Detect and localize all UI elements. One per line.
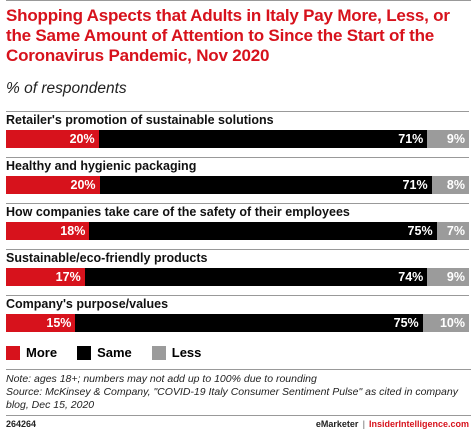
bar-segment-less: 8% <box>431 176 469 194</box>
bar-segment-more: 20% <box>6 176 100 194</box>
stacked-bar: 18% 75% 7% <box>6 222 469 240</box>
data-label: 75% <box>393 316 419 330</box>
chart-subtitle: % of respondents <box>6 80 127 97</box>
chart-id: 264264 <box>6 419 37 429</box>
bar-segment-more: 15% <box>6 314 76 332</box>
credit: eMarketer | InsiderIntelligence.com <box>316 419 469 429</box>
row-divider <box>6 157 469 158</box>
note-divider <box>6 369 471 370</box>
chart-title: Shopping Aspects that Adults in Italy Pa… <box>6 6 450 65</box>
data-label: 75% <box>407 224 433 238</box>
legend-item-less: Less <box>151 345 202 360</box>
legend-swatch-more <box>6 345 20 360</box>
stacked-bar: 15% 75% 10% <box>6 314 469 332</box>
legend-item-more: More <box>6 345 57 360</box>
data-label: 10% <box>439 316 465 330</box>
data-label: 20% <box>69 132 95 146</box>
bar-segment-more: 17% <box>6 268 85 286</box>
row-divider <box>6 203 469 204</box>
data-label: 9% <box>446 270 465 284</box>
data-label: 18% <box>60 224 86 238</box>
stacked-bar: 17% 74% 9% <box>6 268 469 286</box>
legend-swatch-same <box>77 345 92 360</box>
data-label: 71% <box>398 132 424 146</box>
category-label: Retailer's promotion of sustainable solu… <box>6 113 274 127</box>
bar-segment-same: 71% <box>98 130 428 148</box>
bar-segment-same: 74% <box>84 268 428 286</box>
note-text: Note: ages 18+; numbers may not add up t… <box>6 373 317 385</box>
legend-label-same: Same <box>97 345 132 360</box>
data-label: 8% <box>446 178 465 192</box>
bar-segment-less: 10% <box>422 314 469 332</box>
legend: More Same Less <box>6 345 201 360</box>
category-label: Healthy and hygienic packaging <box>6 159 197 173</box>
row-divider <box>6 249 469 250</box>
data-label: 74% <box>398 270 424 284</box>
top-rule <box>6 0 471 1</box>
stacked-bar: 20% 71% 8% <box>6 176 469 194</box>
site-link[interactable]: InsiderIntelligence.com <box>368 419 469 429</box>
credit-separator: | <box>362 419 365 429</box>
legend-swatch-less <box>151 345 166 360</box>
row-divider <box>6 295 469 296</box>
data-label: 9% <box>446 132 465 146</box>
bar-segment-less: 7% <box>436 222 469 240</box>
bar-segment-more: 18% <box>6 222 90 240</box>
row-divider <box>6 111 469 112</box>
bar-segment-same: 75% <box>75 314 423 332</box>
data-label: 71% <box>402 178 428 192</box>
category-label: Sustainable/eco-friendly products <box>6 251 208 265</box>
data-label: 15% <box>46 316 72 330</box>
brand-name: eMarketer <box>315 419 359 429</box>
source-text: Source: McKinsey & Company, "COVID-19 It… <box>6 386 458 411</box>
bar-segment-more: 20% <box>6 130 99 148</box>
bar-segment-same: 75% <box>89 222 437 240</box>
category-label: How companies take care of the safety of… <box>6 205 350 219</box>
notes: Note: ages 18+; numbers may not add up t… <box>6 373 466 412</box>
bar-segment-less: 9% <box>427 130 469 148</box>
data-label: 20% <box>70 178 96 192</box>
legend-label-less: Less <box>171 345 202 360</box>
data-label: 17% <box>55 270 81 284</box>
bar-segment-less: 9% <box>427 268 469 286</box>
footer-divider <box>6 415 471 416</box>
legend-label-more: More <box>26 345 58 360</box>
bar-segment-same: 71% <box>99 176 432 194</box>
category-label: Company's purpose/values <box>6 297 169 311</box>
legend-item-same: Same <box>77 345 132 360</box>
stacked-bar: 20% 71% 9% <box>6 130 469 148</box>
data-label: 7% <box>446 224 465 238</box>
